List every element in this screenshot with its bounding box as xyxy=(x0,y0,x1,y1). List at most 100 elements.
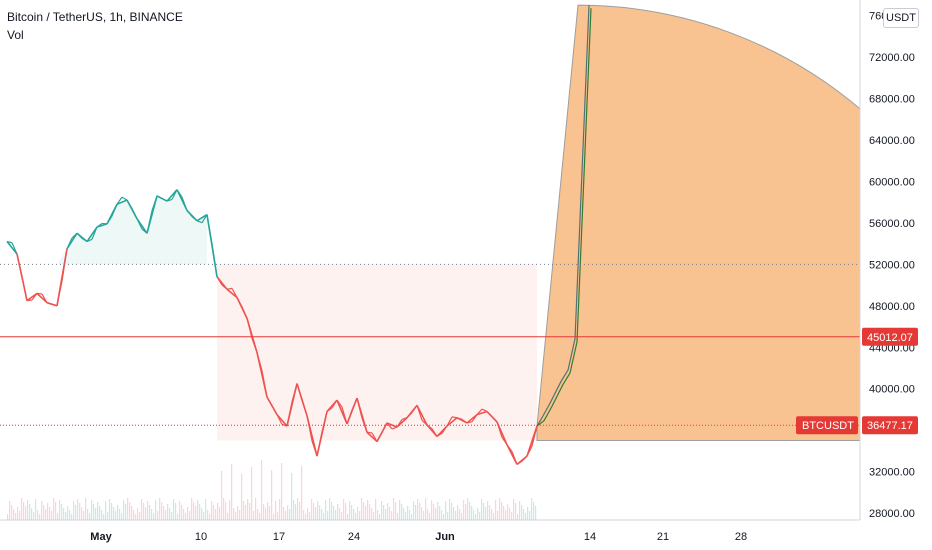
volume-bar xyxy=(89,513,91,520)
volume-bar xyxy=(293,500,295,520)
price-noise xyxy=(66,237,73,250)
price-noise xyxy=(436,432,443,437)
volume-bar xyxy=(9,501,11,520)
volume-bar xyxy=(287,505,289,520)
price-noise xyxy=(76,232,83,239)
volume-bar xyxy=(113,507,115,520)
volume-bar xyxy=(43,505,45,520)
volume-bar xyxy=(487,501,489,520)
volume-bar xyxy=(147,501,149,520)
price-segment xyxy=(226,288,238,299)
level-price-text: 45012.07 xyxy=(867,332,913,344)
volume-bar xyxy=(195,506,197,520)
volume-bar xyxy=(381,501,383,520)
volume-bars xyxy=(7,460,537,520)
y-tick-label: 52000.00 xyxy=(869,259,915,271)
volume-bar xyxy=(137,508,139,520)
price-noise xyxy=(161,197,168,202)
volume-bar xyxy=(181,505,183,520)
price-noise xyxy=(466,421,473,424)
price-noise xyxy=(191,216,198,222)
price-segment xyxy=(116,199,128,205)
volume-bar xyxy=(161,502,163,520)
volume-bar xyxy=(453,507,455,520)
price-noise xyxy=(331,399,338,409)
volume-bar xyxy=(267,502,269,520)
volume-bar xyxy=(197,500,199,520)
volume-bar xyxy=(171,512,173,520)
volume-bar xyxy=(63,508,65,520)
volume-bar xyxy=(111,503,113,520)
volume-bar xyxy=(123,500,125,520)
volume-bar xyxy=(235,512,237,520)
price-noise xyxy=(386,422,393,430)
volume-bar xyxy=(7,514,9,520)
volume-bar xyxy=(285,511,287,520)
volume-bar xyxy=(119,509,121,520)
volume-bar xyxy=(473,510,475,520)
volume-bar xyxy=(509,508,511,520)
volume-bar xyxy=(205,499,207,520)
price-noise xyxy=(291,383,298,402)
volume-bar xyxy=(243,501,245,520)
volume-bar xyxy=(245,505,247,520)
price-noise xyxy=(256,352,263,371)
volume-bar xyxy=(465,504,467,520)
price-noise xyxy=(486,411,493,418)
volume-bar xyxy=(273,514,275,520)
volume-bar xyxy=(457,505,459,520)
volume-bar xyxy=(145,507,147,520)
volume-bar xyxy=(85,498,87,520)
price-segment xyxy=(36,292,48,304)
volume-bar xyxy=(329,498,331,520)
price-noise xyxy=(196,220,203,224)
volume-bar xyxy=(163,506,165,520)
price-noise xyxy=(186,210,193,217)
volume-bar xyxy=(501,502,503,520)
volume-bar xyxy=(241,474,243,520)
price-noise xyxy=(361,417,368,433)
volume-bar xyxy=(191,498,193,520)
x-tick-label: 10 xyxy=(195,531,207,543)
volume-bar xyxy=(265,508,267,520)
volume-bar xyxy=(525,513,527,520)
price-noise xyxy=(406,412,413,419)
volume-bar xyxy=(261,460,263,520)
volume-bar xyxy=(257,509,259,520)
volume-bar xyxy=(289,509,291,520)
price-noise xyxy=(71,232,78,239)
volume-bar xyxy=(31,508,33,520)
volume-bar xyxy=(13,509,15,520)
volume-bar xyxy=(299,502,301,520)
x-tick-label: 24 xyxy=(348,531,360,543)
volume-bar xyxy=(185,513,187,520)
price-noise xyxy=(31,292,38,301)
volume-bar xyxy=(135,514,137,520)
price-noise xyxy=(216,276,223,286)
price-noise xyxy=(416,405,423,421)
price-noise xyxy=(496,421,503,438)
volume-bar xyxy=(73,501,75,520)
volume-bar xyxy=(311,499,313,520)
volume-bar xyxy=(253,511,255,520)
volume-bar xyxy=(209,514,211,520)
price-noise xyxy=(21,276,28,301)
volume-bar xyxy=(423,511,425,520)
volume-bar xyxy=(313,503,315,520)
price-noise xyxy=(51,303,58,307)
volume-bar xyxy=(347,514,349,520)
currency-button[interactable]: USDT xyxy=(883,8,919,28)
price-noise xyxy=(181,196,188,211)
price-noise xyxy=(276,414,283,425)
volume-bar xyxy=(407,506,409,520)
volume-bar xyxy=(433,504,435,520)
volume-bar xyxy=(377,510,379,520)
volume-bar xyxy=(485,507,487,520)
volume-bar xyxy=(417,499,419,520)
volume-bar xyxy=(87,509,89,520)
price-noise xyxy=(171,189,178,200)
volume-bar xyxy=(469,502,471,520)
volume-bar xyxy=(335,510,337,520)
volume-bar xyxy=(45,509,47,520)
